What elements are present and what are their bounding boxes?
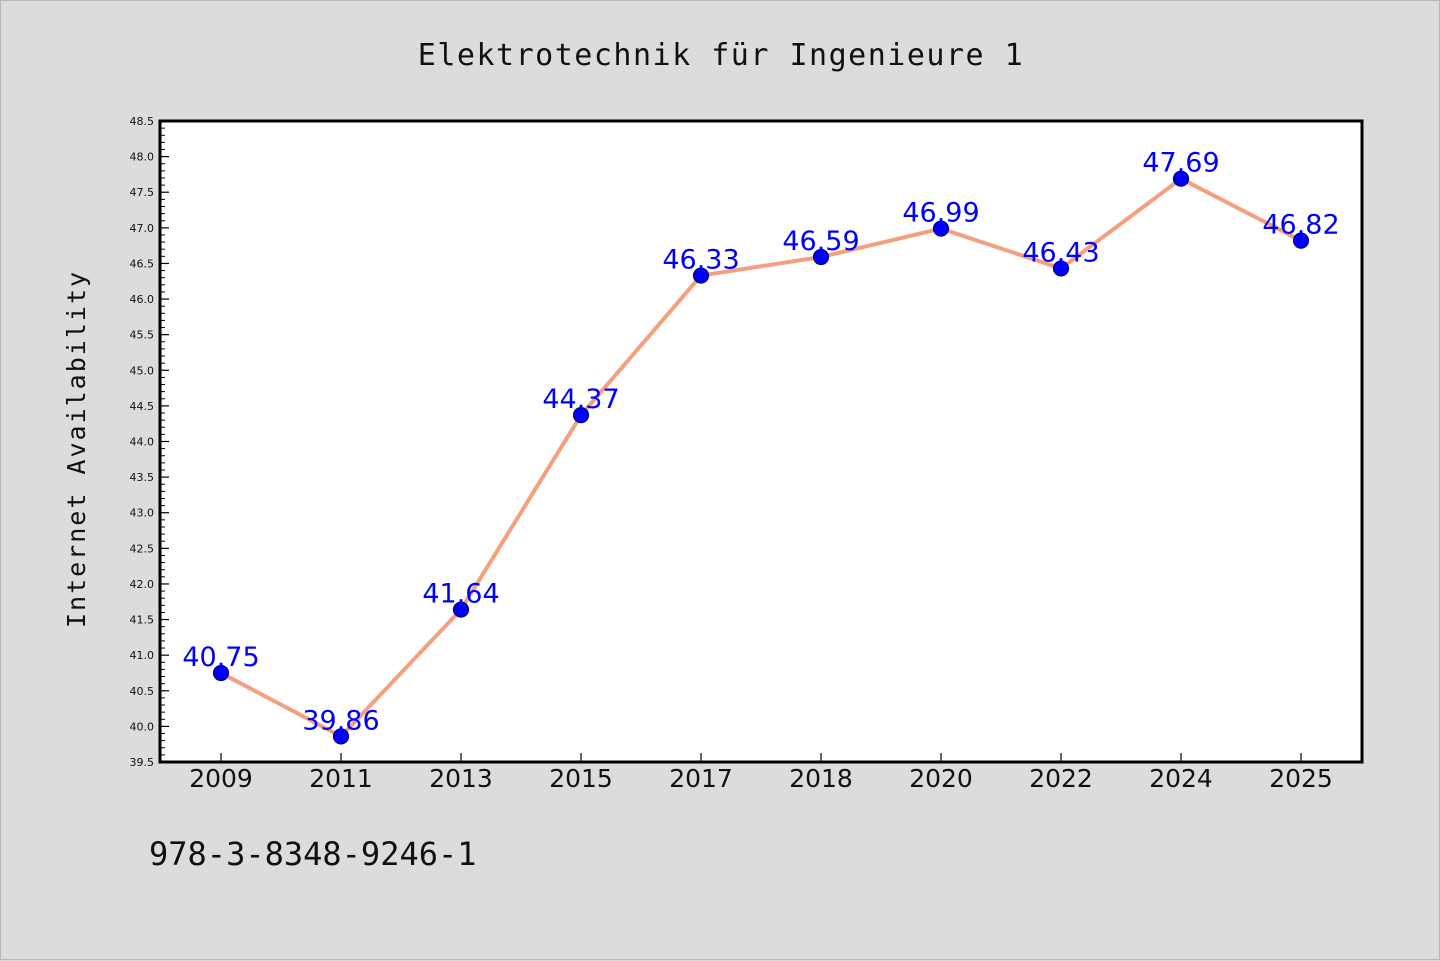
y-tick-label: 41.0	[130, 649, 155, 662]
x-tick-label: 2022	[1029, 764, 1093, 793]
y-tick-label: 44.0	[130, 436, 155, 449]
series-line	[219, 176, 1303, 739]
y-tick-label: 40.0	[130, 720, 155, 733]
data-label: 41.64	[422, 579, 499, 610]
x-axis-tick-labels: 2009 2011 2013 2015 2017 2018 2020 2022 2024 2025	[189, 764, 1333, 793]
x-tick-label: 2011	[309, 764, 373, 793]
series-markers	[212, 170, 1310, 745]
x-tick-label: 2013	[429, 764, 493, 793]
y-tick-label: 43.5	[130, 471, 155, 484]
y-axis-tick-labels: 39.5 40.0 40.5 41.0 41.5 42.0 42.5 43.0 43.5 44.0…	[130, 115, 155, 769]
data-label: 46.43	[1022, 237, 1099, 268]
y-tick-label: 44.5	[130, 400, 155, 413]
y-tick-label: 46.5	[130, 257, 155, 270]
y-axis-label: Internet Availability	[62, 270, 91, 628]
data-point	[812, 248, 830, 266]
data-point	[1292, 232, 1310, 249]
x-tick-label: 2015	[549, 764, 613, 793]
y-tick-label: 43.0	[130, 507, 155, 520]
data-label: 40.75	[182, 642, 259, 673]
isbn-footer: 978-3-8348-9246-1	[149, 835, 477, 873]
x-tick-label: 2024	[1149, 764, 1213, 793]
y-tick-label: 42.0	[130, 578, 155, 591]
plot-frame	[158, 119, 1364, 764]
y-tick-label: 45.5	[130, 329, 155, 342]
data-point	[212, 664, 230, 682]
series-lines	[219, 176, 1303, 739]
y-tick-label: 42.5	[130, 542, 155, 555]
data-label: 46.33	[662, 245, 739, 276]
x-tick-label: 2018	[789, 764, 853, 793]
data-point	[452, 601, 470, 618]
data-label: 46.99	[902, 198, 979, 229]
y-tick-label: 48.5	[130, 115, 155, 128]
data-point	[332, 728, 350, 745]
x-tick-label: 2009	[189, 764, 253, 793]
y-tick-label: 39.5	[130, 756, 155, 769]
data-label: 44.37	[542, 384, 619, 415]
y-tick-label: 46.0	[130, 293, 155, 306]
y-tick-label: 48.0	[130, 151, 155, 164]
data-label: 39.86	[302, 705, 379, 736]
data-point	[572, 407, 590, 424]
plot-area	[160, 121, 1362, 762]
data-label: 47.69	[1142, 148, 1219, 179]
data-point	[1052, 260, 1070, 277]
data-labels: 40.75 39.86 41.64 44.37 46.33 46.59 46.99 46.43…	[182, 148, 1339, 737]
chart-title: Elektrotechnik für Ingenieure 1	[418, 38, 1024, 73]
x-tick-label: 2025	[1269, 764, 1333, 793]
y-tick-label: 40.5	[130, 685, 155, 698]
data-point	[692, 267, 710, 284]
data-point	[932, 220, 950, 237]
data-point	[1172, 170, 1190, 187]
y-tick-label: 45.0	[130, 364, 155, 377]
data-label: 46.59	[782, 226, 859, 257]
y-tick-label: 47.0	[130, 222, 155, 235]
y-tick-label: 41.5	[130, 614, 155, 627]
x-tick-label: 2020	[909, 764, 973, 793]
y-tick-label: 47.5	[130, 186, 155, 199]
x-tick-label: 2017	[669, 764, 733, 793]
data-label: 46.82	[1262, 210, 1339, 241]
